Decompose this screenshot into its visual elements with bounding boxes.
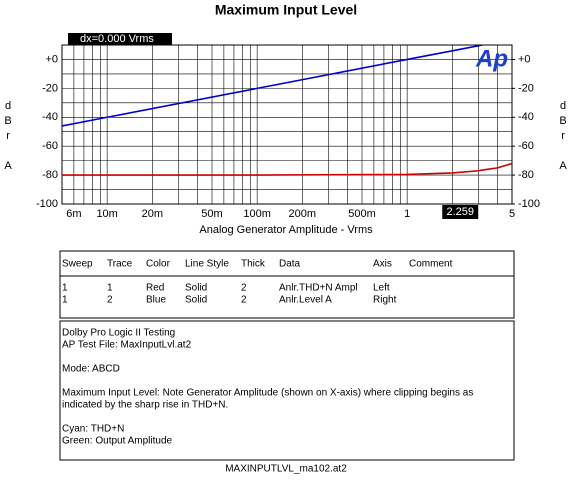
- note-line: Green: Output Amplitude: [62, 436, 173, 447]
- table-cell: 1: [62, 295, 68, 306]
- y2-tick-label: +0: [518, 53, 531, 65]
- table-cell: Blue: [146, 295, 166, 306]
- chart-title: Maximum Input Level: [215, 2, 357, 18]
- table-cell: 2: [241, 295, 247, 306]
- y2-tick-label: -100: [518, 198, 540, 210]
- table-cell: Solid: [185, 295, 207, 306]
- y2-tick-label: -40: [518, 111, 534, 123]
- x-tick-label: 200m: [289, 208, 317, 220]
- y-tick-label: -20: [42, 82, 58, 94]
- y2-tick-label: -80: [518, 169, 534, 181]
- table-cell: 2: [107, 295, 113, 306]
- table-header: Line Style: [185, 259, 229, 270]
- x-tick-label: 500m: [348, 208, 376, 220]
- table-header: Comment: [409, 259, 453, 270]
- table-cell: Solid: [185, 283, 207, 294]
- table-cell: 2: [241, 283, 247, 294]
- table-cell: Left: [373, 283, 390, 294]
- y-tick-label: -100: [36, 198, 58, 210]
- footer: MAXINPUTLVL_ma102.at2: [225, 464, 347, 475]
- table-cell: Right: [373, 295, 397, 306]
- table-cell: Red: [146, 283, 164, 294]
- y-tick-label: +0: [45, 53, 58, 65]
- logo: Ap: [475, 45, 508, 72]
- x-tick-label: 100m: [243, 208, 271, 220]
- notes-box: [59, 320, 515, 461]
- note-line: AP Test File: MaxInputLvl.at2: [62, 340, 192, 351]
- cursor-x-label: 2.259: [446, 206, 474, 218]
- x-tick-label: 1: [404, 208, 410, 220]
- table-cell: 1: [62, 283, 68, 294]
- legend-box: [59, 250, 515, 319]
- table-header: Color: [146, 259, 171, 270]
- cursor-readout-box: [68, 33, 172, 45]
- note-line: Cyan: THD+N: [62, 424, 124, 435]
- y2-axis-label: dBr A: [557, 100, 569, 175]
- y2-tick-label: -60: [518, 140, 534, 152]
- table-cell: 1: [107, 283, 113, 294]
- cursor-x-box: [442, 205, 479, 219]
- y-tick-label: -40: [42, 111, 58, 123]
- x-tick-label: 10m: [96, 208, 117, 220]
- note-line: indicated by the sharp rise in THD+N.: [62, 400, 228, 411]
- y-axis-label: dBr A: [2, 100, 14, 175]
- cursor-readout: dx=0.000 Vrms: [80, 33, 154, 45]
- note-line: Mode: ABCD: [62, 364, 120, 375]
- note-line: Dolby Pro Logic II Testing: [62, 328, 175, 339]
- x-tick-label: 50m: [201, 208, 222, 220]
- y-tick-label: -60: [42, 140, 58, 152]
- table-header: Thick: [241, 259, 266, 270]
- y-tick-label: -80: [42, 169, 58, 181]
- x-tick-label: 20m: [142, 208, 163, 220]
- table-cell: Anlr.Level A: [279, 295, 332, 306]
- x-tick-label: 5: [509, 208, 515, 220]
- x-axis-label: Analog Generator Amplitude - Vrms: [199, 224, 373, 236]
- table-header: Data: [279, 259, 301, 270]
- table-header: Axis: [373, 259, 392, 270]
- series-line: [62, 162, 512, 176]
- x-tick-label: 6m: [66, 208, 81, 220]
- table-header: Trace: [107, 259, 133, 270]
- plot-area: [61, 44, 513, 205]
- series-line: [62, 45, 483, 127]
- note-line: Maximum Input Level: Note Generator Ampl…: [62, 388, 473, 399]
- table-header: Sweep: [62, 259, 93, 270]
- y2-tick-label: -20: [518, 82, 534, 94]
- table-cell: Anlr.THD+N Ampl: [279, 283, 358, 294]
